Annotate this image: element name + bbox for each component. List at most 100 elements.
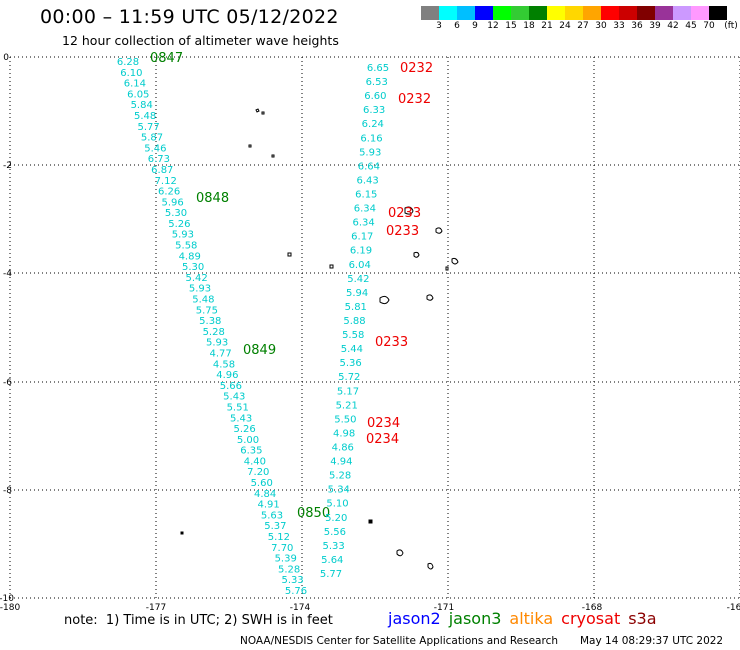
island-outline	[248, 144, 275, 158]
legend-bin-label: 9	[472, 21, 478, 31]
x-tick-label: -174	[290, 603, 311, 613]
credit-line: NOAA/NESDIS Center for Satellite Applica…	[240, 635, 558, 647]
x-tick-label: -180	[0, 603, 20, 613]
jason3-track: 6.286.106.146.055.845.485.775.875.466.73…	[117, 51, 330, 597]
wave-height-label: 5.44	[341, 344, 363, 355]
wave-height-label: 5.58	[175, 241, 197, 252]
wave-height-label: 6.43	[356, 175, 378, 186]
wave-height-label: 6.15	[355, 190, 377, 201]
satellite-legend-item: jason2	[388, 609, 441, 628]
legend-swatch	[601, 6, 619, 20]
wave-height-label: 6.34	[352, 218, 374, 229]
legend-bin-label: 45	[685, 21, 697, 31]
wave-height-label: 6.10	[120, 68, 142, 79]
wave-height-label: 6.34	[354, 204, 376, 215]
wave-height-label: 5.38	[199, 316, 221, 327]
legend-bin-label: 21	[541, 21, 553, 31]
wave-height-label: 5.50	[334, 414, 356, 425]
map-subtitle: 12 hour collection of altimeter wave hei…	[62, 33, 339, 48]
wave-height-label: 5.26	[168, 219, 190, 230]
wave-height-label: 6.14	[124, 79, 146, 90]
legend-swatch	[529, 6, 547, 20]
wave-height-label: 5.87	[141, 133, 163, 144]
wave-height-label: 4.89	[179, 251, 201, 262]
satellite-legend-item: jason3	[448, 609, 502, 628]
wave-height-label: 4.94	[330, 457, 352, 468]
wave-height-label: 5.42	[347, 274, 369, 285]
pass-time-label: 0233	[375, 335, 408, 350]
wave-height-label: 5.20	[325, 513, 347, 524]
map-title: 00:00 – 11:59 UTC 05/12/2022	[40, 6, 339, 28]
y-tick-label: -10	[0, 594, 14, 604]
legend-bin-label: 33	[613, 21, 625, 31]
wave-height-label: 4.86	[332, 443, 354, 454]
wave-height-label: 6.26	[158, 187, 180, 198]
wave-height-label: 4.84	[254, 489, 276, 500]
satellite-legend: jason2 jason3 altika cryosat s3a	[388, 609, 665, 628]
wave-height-label: 6.24	[362, 119, 384, 130]
legend-swatch	[637, 6, 655, 20]
wave-height-label: 5.96	[161, 197, 183, 208]
legend-bin-label: 70	[703, 21, 715, 31]
legend-swatch	[655, 6, 673, 20]
wave-height-label: 5.12	[268, 532, 290, 543]
island-outline	[426, 294, 434, 301]
x-tick-label: -16	[727, 603, 740, 613]
y-tick-label: 0	[3, 53, 9, 63]
wave-height-label: 6.05	[127, 89, 149, 100]
wave-height-label: 5.60	[251, 478, 273, 489]
wave-height-label: 5.26	[233, 424, 255, 435]
island-outline	[180, 519, 373, 535]
legend-bin-label: 42	[667, 21, 679, 31]
satellite-legend-item: cryosat	[561, 609, 621, 628]
wave-height-label: 5.48	[192, 295, 214, 306]
wave-height-label: 5.21	[336, 400, 358, 411]
wave-height-label: 5.56	[324, 527, 346, 538]
wave-height-label: 4.58	[213, 359, 235, 370]
wave-height-label: 6.60	[364, 91, 386, 102]
wave-height-label: 7.12	[155, 176, 177, 187]
legend-swatch	[709, 6, 727, 20]
island-outline	[287, 252, 334, 269]
cryosat-track: 6.65 6.53 6.60 6.33 6.24 6.16 5.93 6.64 6.43 6.15…	[320, 61, 433, 580]
wave-height-label: 6.64	[358, 161, 380, 172]
wave-height-label: 5.42	[185, 273, 207, 284]
island-outline	[445, 257, 459, 271]
y-tick-label: -6	[3, 378, 12, 388]
legend-bin-label: 36	[631, 21, 643, 31]
wave-height-label: 5.37	[264, 521, 286, 532]
legend-swatch	[457, 6, 475, 20]
wave-height-label: 6.28	[117, 57, 139, 68]
y-tick-label: -4	[3, 269, 12, 279]
wave-height-label: 5.28	[329, 471, 351, 482]
legend-swatch	[421, 6, 439, 20]
wave-height-label: 4.40	[244, 456, 266, 467]
generation-timestamp: May 14 08:29:37 UTC 2022	[580, 635, 724, 647]
wave-height-label: 6.53	[366, 77, 388, 88]
island-outlines	[180, 108, 459, 570]
wave-height-label: 5.30	[165, 208, 187, 219]
pass-time-label: 0234	[366, 432, 399, 447]
wave-height-label: 5.93	[206, 338, 228, 349]
legend-bin-label: 27	[577, 21, 589, 31]
wave-height-label: 5.58	[342, 330, 364, 341]
legend-bin-label: 39	[649, 21, 661, 31]
wave-height-label: 5.77	[320, 569, 342, 580]
wave-height-label: 4.98	[333, 428, 355, 439]
wave-height-label: 5.77	[137, 122, 159, 133]
wave-height-label: 5.39	[275, 554, 297, 565]
wave-height-label: 7.20	[247, 467, 269, 478]
legend-bin-label: 30	[595, 21, 607, 31]
satellite-legend-item: altika	[509, 609, 554, 628]
island-outline	[396, 549, 404, 557]
legend-bin-label: 24	[559, 21, 571, 31]
pass-time-label: 0848	[196, 191, 229, 206]
island-outline	[255, 108, 265, 115]
wave-height-label: 5.00	[237, 435, 259, 446]
legend-swatch	[565, 6, 583, 20]
wave-height-label: 5.17	[337, 386, 359, 397]
wave-height-label: 5.43	[223, 392, 245, 403]
wave-height-label: 5.93	[359, 147, 381, 158]
legend-swatch	[475, 6, 493, 20]
